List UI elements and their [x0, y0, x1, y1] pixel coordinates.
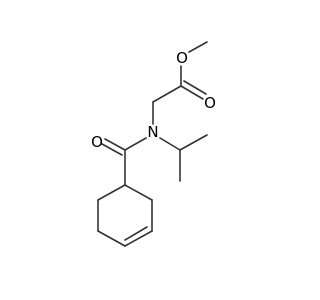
bond [152, 85, 182, 103]
bond [124, 184, 153, 201]
bond [179, 134, 208, 151]
bond [104, 138, 126, 151]
atom-label: O [204, 94, 216, 112]
bond [180, 85, 204, 100]
bond [97, 230, 126, 247]
molecule-diagram: O O N O [91, 41, 216, 247]
atom-label: O [91, 133, 103, 151]
bond [183, 80, 207, 95]
bonds [97, 41, 208, 247]
bond [159, 137, 181, 151]
atom-label: N [147, 123, 158, 141]
bond [124, 230, 153, 247]
bond [124, 137, 147, 151]
bond [101, 143, 123, 156]
bond [97, 184, 126, 201]
bond [188, 41, 208, 53]
atom-label: O [176, 49, 188, 67]
bond [124, 226, 148, 241]
